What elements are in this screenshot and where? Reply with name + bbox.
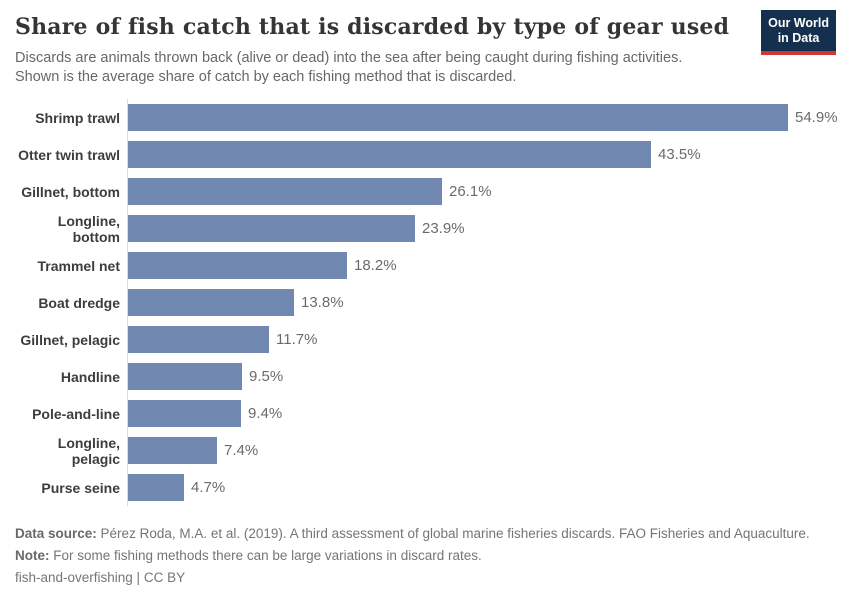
value-label: 54.9% (795, 109, 838, 126)
bar[interactable] (128, 104, 788, 131)
category-label: Pole-and-line (32, 405, 120, 422)
subtitle-line-2: Shown is the average share of catch by e… (15, 68, 517, 85)
bar-row: Pole-and-line 9.4% (15, 395, 835, 432)
value-label: 7.4% (224, 442, 259, 459)
bar-row: Shrimp trawl 54.9% (15, 99, 838, 136)
value-label: 9.4% (248, 405, 283, 422)
bar[interactable] (128, 252, 347, 279)
note-text: For some fishing methods there can be la… (53, 548, 482, 563)
note-label: Note: (15, 548, 50, 563)
bar-track: 43.5% (127, 136, 835, 173)
owid-logo-line1: Our World (768, 16, 829, 30)
bar-track: 11.7% (127, 321, 835, 358)
category-label: Trammel net (37, 257, 120, 274)
owid-logo-line2: in Data (777, 31, 820, 45)
bar-chart: Shrimp trawl 54.9% Otter twin trawl 43.5% Gi… (15, 99, 838, 506)
chart-footer: Data source: Pérez Roda, M.A. et al. (20… (15, 523, 835, 589)
chart-subtitle: Discards are animals thrown back (alive … (15, 49, 835, 86)
value-label: 11.7% (276, 331, 318, 348)
bar-row: Longline, bottom 23.9% (15, 210, 835, 247)
bar[interactable] (128, 363, 242, 390)
category-label: Longline, bottom (57, 212, 120, 245)
category-label: Gillnet, bottom (21, 183, 120, 200)
category-label: Otter twin trawl (18, 146, 120, 163)
bar[interactable] (128, 326, 269, 353)
bar-row: Trammel net 18.2% (15, 247, 835, 284)
value-label: 18.2% (354, 257, 397, 274)
note-line: Note: For some fishing methods there can… (15, 545, 835, 567)
category-label: Shrimp trawl (35, 109, 120, 126)
category-label: Gillnet, pelagic (20, 331, 120, 348)
value-label: 13.8% (301, 294, 344, 311)
page-title: Share of fish catch that is discarded by… (15, 14, 730, 40)
data-source-text: Pérez Roda, M.A. et al. (2019). A third … (100, 526, 810, 541)
bar-track: 54.9% (127, 99, 838, 136)
bar-row: Purse seine 4.7% (15, 469, 835, 506)
value-label: 43.5% (658, 146, 701, 163)
bar[interactable] (128, 141, 651, 168)
bar-track: 26.1% (127, 173, 835, 210)
data-source-line: Data source: Pérez Roda, M.A. et al. (20… (15, 523, 835, 545)
bar-row: Otter twin trawl 43.5% (15, 136, 835, 173)
bar-track: 9.4% (127, 395, 835, 432)
value-label: 23.9% (422, 220, 465, 237)
subtitle-line-1: Discards are animals thrown back (alive … (15, 50, 683, 66)
bar-row: Gillnet, bottom 26.1% (15, 173, 835, 210)
category-label: Purse seine (41, 479, 120, 496)
bar-row: Longline, pelagic 7.4% (15, 432, 835, 469)
bar-row: Handline 9.5% (15, 358, 835, 395)
owid-logo[interactable]: Our World in Data (761, 10, 836, 55)
bar[interactable] (128, 474, 184, 501)
value-label: 26.1% (449, 183, 492, 200)
bar[interactable] (128, 289, 294, 316)
license-line: fish-and-overfishing | CC BY (15, 570, 186, 585)
bar-track: 18.2% (127, 247, 835, 284)
bar[interactable] (128, 437, 217, 464)
bar[interactable] (128, 215, 415, 242)
category-label: Handline (60, 368, 120, 385)
category-label: Boat dredge (38, 294, 120, 311)
bar[interactable] (128, 400, 241, 427)
bar-track: 23.9% (127, 210, 835, 247)
bar-row: Boat dredge 13.8% (15, 284, 835, 321)
value-label: 9.5% (249, 368, 284, 385)
bar[interactable] (128, 178, 442, 205)
bar-row: Gillnet, pelagic 11.7% (15, 321, 835, 358)
bar-track: 4.7% (127, 469, 835, 506)
category-label: Longline, pelagic (57, 434, 120, 467)
bar-track: 9.5% (127, 358, 835, 395)
bar-track: 7.4% (127, 432, 835, 469)
data-source-label: Data source: (15, 526, 97, 541)
value-label: 4.7% (191, 479, 226, 496)
bar-track: 13.8% (127, 284, 835, 321)
